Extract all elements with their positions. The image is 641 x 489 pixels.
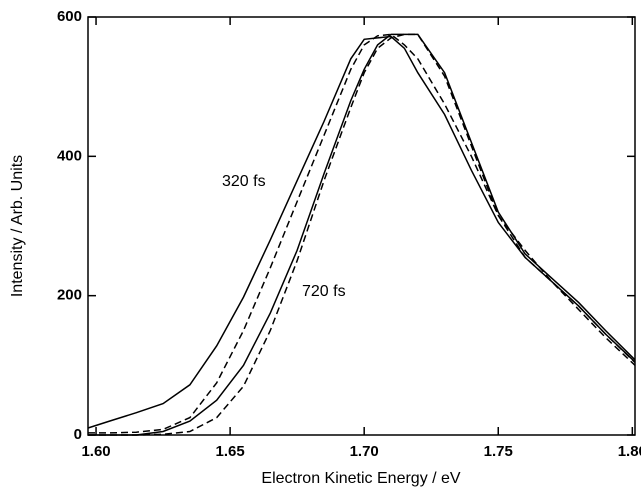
series-line [88,33,636,434]
x-tick-label: 1.80 [618,443,641,460]
y-tick-label: 200 [57,287,82,304]
annotation: 320 fs [222,173,266,190]
series-line [88,33,636,436]
y-tick-label: 0 [74,426,82,443]
plot-frame [87,16,636,436]
x-tick-label: 1.75 [484,443,513,460]
x-tick-label: 1.60 [81,443,110,460]
x-axis-label: Electron Kinetic Energy / eV [261,470,461,487]
x-tick-label: 1.65 [216,443,245,460]
series-line [87,35,636,429]
y-tick-label: 400 [57,147,82,164]
series-line [88,33,636,436]
y-axis-label: Intensity / Arb. Units [9,155,26,297]
annotation: 720 fs [302,283,346,300]
y-tick-label: 600 [57,8,82,25]
x-tick-label: 1.70 [350,443,379,460]
